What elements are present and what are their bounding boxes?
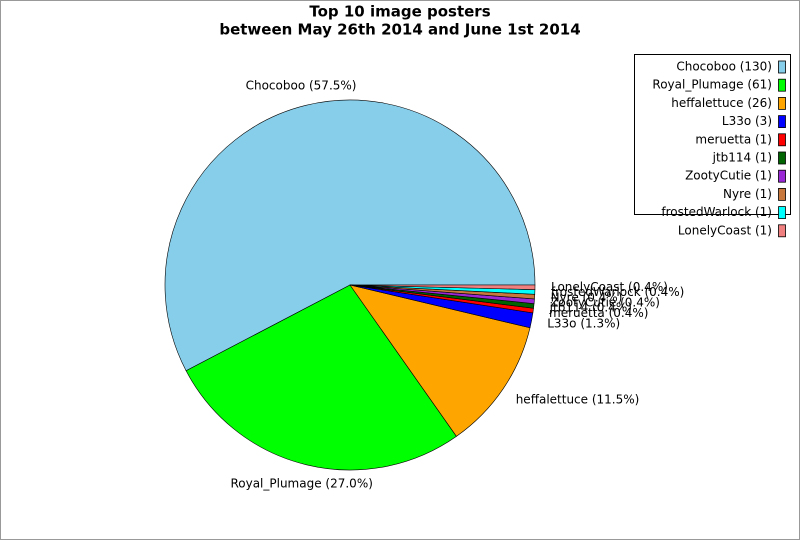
legend-label: Chocoboo (130) [676,60,772,74]
legend-swatch [778,151,786,165]
chart-title: Top 10 image posters [309,3,490,21]
slice-label: Nyre (0.4%) [551,290,623,304]
slice-label: frostedWarlock (0.4%) [551,285,684,299]
slice-label: heffalettuce (11.5%) [516,392,640,406]
legend-label: Nyre (1) [723,187,772,201]
legend-label: jtb114 (1) [712,151,772,165]
legend-swatch [778,78,786,92]
legend-swatch [778,115,786,128]
legend-swatch [778,169,786,183]
legend-label: LonelyCoast (1) [678,223,772,237]
slice-label: LonelyCoast (0.4%) [551,280,668,294]
pie-slice [185,284,457,471]
legend-swatch [778,97,786,110]
legend-label: meruetta (1) [695,132,772,146]
legend-swatch [778,60,786,74]
slice-label: ZootyCutie (0.4%) [550,296,660,310]
slice-label: jtb114 (0.4%) [549,301,632,315]
pie-slice [349,284,536,290]
legend-label: ZootyCutie (1) [685,169,772,183]
legend-swatch [778,133,786,147]
slice-label: meruetta (0.4%) [549,306,648,320]
pie-slice [164,99,536,372]
legend-label: L33o (3) [722,114,772,128]
legend-label: heffalettuce (26) [671,96,772,110]
slice-label: Royal_Plumage (27.0%) [230,477,372,491]
legend-box [634,54,791,215]
legend-label: frostedWarlock (1) [661,205,772,219]
chart-subtitle: between May 26th 2014 and June 1st 2014 [219,21,580,39]
pie-slice [349,284,531,437]
legend-label: Royal_Plumage (61) [652,78,772,92]
legend-swatch [778,206,786,220]
slice-label: L33o (1.3%) [547,317,620,331]
legend-swatch [778,187,786,201]
legend-swatch [778,224,786,238]
slice-label: Chocoboo (57.5%) [246,78,357,92]
